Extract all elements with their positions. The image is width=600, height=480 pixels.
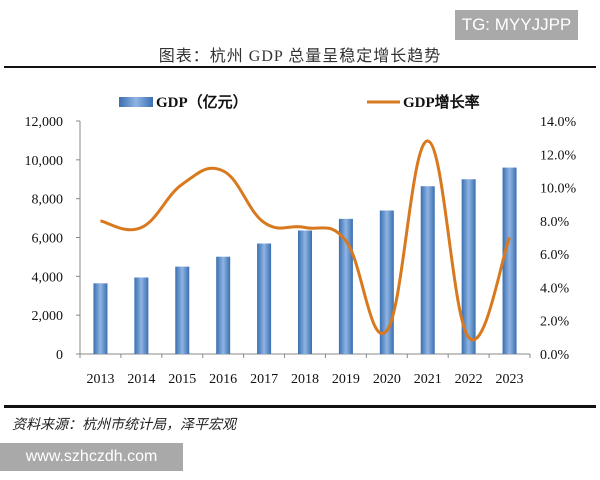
legend-bar-swatch — [119, 97, 153, 107]
gdp-bar-2020 — [379, 210, 394, 354]
right-tick-label: 14.0% — [540, 115, 577, 130]
x-tick-label: 2017 — [250, 372, 278, 387]
watermark-tg: TG: MYYJJPP — [455, 10, 578, 40]
x-tick-label: 2021 — [414, 372, 442, 387]
right-tick-label: 12.0% — [540, 148, 577, 163]
left-tick-label: 8,000 — [32, 193, 64, 208]
gdp-bar-2013 — [93, 283, 108, 354]
legend: GDP（亿元） GDP增长率 — [119, 93, 480, 111]
gdp-bar-2016 — [216, 256, 231, 354]
left-tick-label: 12,000 — [25, 115, 64, 130]
right-tick-label: 2.0% — [540, 315, 570, 330]
source-rule — [4, 405, 596, 408]
right-tick-label: 10.0% — [540, 182, 577, 197]
gdp-bar-2014 — [134, 277, 149, 354]
gdp-bar-2017 — [257, 243, 272, 354]
x-tick-label: 2014 — [127, 372, 155, 387]
left-tick-label: 4,000 — [32, 270, 64, 285]
left-tick-label: 2,000 — [32, 309, 64, 324]
gdp-bar-2023 — [502, 167, 517, 354]
right-tick-label: 6.0% — [540, 248, 570, 263]
source-note: 资料来源：杭州市统计局，泽平宏观 — [12, 418, 236, 433]
chart-title: 图表：杭州 GDP 总量呈稳定增长趋势 — [158, 48, 442, 65]
x-tick-label: 2018 — [291, 372, 319, 387]
x-tick-label: 2023 — [496, 372, 524, 387]
right-tick-label: 8.0% — [540, 215, 570, 230]
growth-line — [100, 139, 511, 342]
x-tick-label: 2015 — [168, 372, 196, 387]
right-tick-label: 4.0% — [540, 281, 570, 296]
left-tick-label: 0 — [56, 348, 63, 363]
gdp-bar-2018 — [298, 230, 312, 354]
x-tick-label: 2022 — [455, 372, 483, 387]
left-tick-label: 6,000 — [32, 232, 64, 247]
gdp-bar-2019 — [338, 218, 353, 354]
chart: GDP（亿元） GDP增长率 0 2,000 4,000 6,000 8,000 10,0… — [25, 93, 577, 387]
legend-growth: GDP增长率 — [403, 93, 480, 111]
left-tick-label: 10,000 — [25, 154, 64, 169]
title-rule — [4, 66, 596, 68]
gdp-bar-2022 — [461, 179, 476, 354]
right-tick-label: 0.0% — [540, 348, 570, 363]
x-tick-label: 2019 — [332, 372, 360, 387]
x-tick-label: 2020 — [373, 372, 401, 387]
gdp-bar-2015 — [175, 266, 190, 354]
x-tick-label: 2013 — [86, 372, 114, 387]
legend-gdp: GDP（亿元） — [156, 93, 248, 111]
gdp-bar-2021 — [420, 186, 435, 354]
watermark-url: www.szhczdh.com — [0, 443, 183, 471]
x-tick-label: 2016 — [209, 372, 237, 387]
